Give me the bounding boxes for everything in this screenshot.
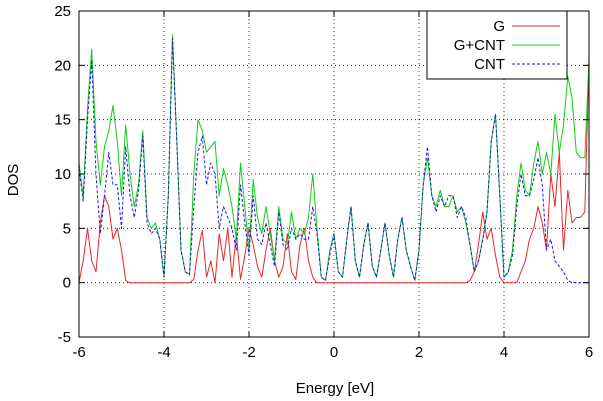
x-tick-label: -2 (242, 344, 255, 361)
y-tick-label: -5 (58, 329, 71, 346)
legend: G G+CNT CNT (426, 10, 568, 80)
y-tick-label: 0 (63, 275, 71, 292)
series-line-g (78, 59, 590, 284)
y-tick-label: 20 (54, 57, 71, 74)
legend-label: G (493, 18, 505, 35)
y-tick-label: 15 (54, 112, 71, 129)
legend-label: G+CNT (454, 37, 505, 54)
series-lines (78, 34, 590, 284)
x-tick-label: 6 (585, 344, 593, 361)
y-axis-label: DOS (5, 164, 22, 197)
tick-labels: -6 -4 -2 0 2 4 6 -5 0 5 10 15 20 25 (54, 3, 593, 361)
axis-ticks (78, 10, 590, 338)
y-tick-label: 5 (63, 220, 71, 237)
x-tick-label: 4 (500, 344, 508, 361)
x-axis-label: Energy [eV] (296, 380, 374, 397)
x-tick-label: 2 (415, 344, 423, 361)
x-tick-label: -4 (157, 344, 170, 361)
x-tick-label: 0 (330, 344, 338, 361)
series-line-cnt (78, 37, 589, 284)
y-tick-label: 10 (54, 166, 71, 183)
legend-label: CNT (474, 56, 505, 73)
y-tick-label: 25 (54, 3, 71, 20)
x-tick-label: -6 (72, 344, 85, 361)
